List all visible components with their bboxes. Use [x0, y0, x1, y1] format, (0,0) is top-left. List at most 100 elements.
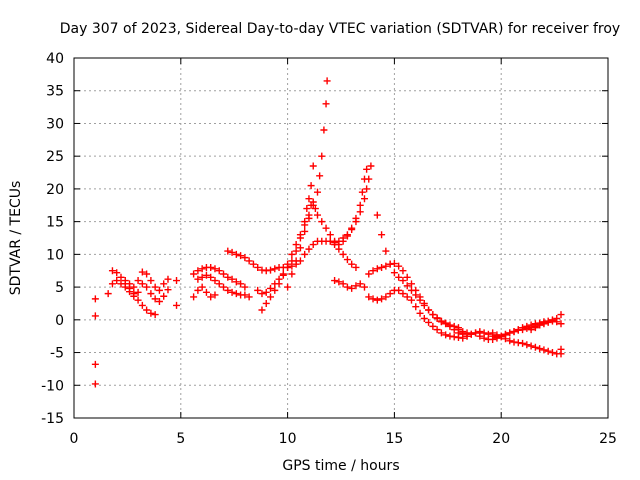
data-point-marker — [228, 248, 236, 256]
data-point-marker — [352, 263, 360, 271]
data-point-marker — [531, 324, 539, 332]
data-point-marker — [241, 283, 249, 291]
data-point-marker — [288, 250, 296, 258]
data-point-marker — [399, 290, 407, 298]
data-point-marker — [271, 265, 279, 273]
data-point-marker — [544, 347, 552, 355]
data-point-marker — [378, 231, 386, 239]
data-point-marker — [365, 270, 373, 278]
data-point-marker — [493, 331, 501, 339]
series-arc-11 — [322, 237, 360, 271]
data-point-marker — [296, 231, 304, 239]
data-point-marker — [271, 286, 279, 294]
data-point-marker — [314, 188, 322, 196]
data-point-marker — [454, 326, 462, 334]
data-point-marker — [301, 227, 309, 235]
data-point-marker — [108, 267, 116, 275]
data-point-marker — [360, 195, 368, 203]
y-tick-label: -15 — [41, 411, 64, 427]
data-point-marker — [91, 295, 99, 303]
data-point-marker — [198, 273, 206, 281]
data-point-marker — [237, 280, 245, 288]
data-point-marker — [279, 271, 287, 279]
data-point-marker — [437, 317, 445, 325]
data-point-marker — [292, 247, 300, 255]
data-point-marker — [527, 326, 535, 334]
data-point-marker — [519, 339, 527, 347]
data-point-marker — [557, 311, 565, 319]
data-point-marker — [117, 273, 125, 281]
x-axis-label: GPS time / hours — [282, 458, 399, 474]
data-point-marker — [378, 263, 386, 271]
data-point-marker — [198, 283, 206, 291]
data-point-marker — [262, 288, 270, 296]
data-point-marker — [237, 252, 245, 260]
data-point-marker — [416, 296, 424, 304]
data-point-marker — [553, 318, 561, 326]
plot-frame — [73, 57, 609, 419]
data-point-marker — [429, 311, 437, 319]
data-point-marker — [143, 306, 151, 314]
data-point-marker — [489, 335, 497, 343]
data-point-marker — [322, 224, 330, 232]
data-point-marker — [318, 152, 326, 160]
data-point-marker — [356, 280, 364, 288]
data-point-marker — [348, 260, 356, 268]
data-point-marker — [412, 303, 420, 311]
data-point-marker — [202, 271, 210, 279]
data-point-marker — [303, 205, 311, 213]
data-point-marker — [459, 328, 467, 336]
data-point-marker — [284, 260, 292, 268]
data-point-marker — [190, 293, 198, 301]
data-point-marker — [420, 315, 428, 323]
x-tick-label: 15 — [385, 431, 403, 447]
data-point-marker — [194, 275, 202, 283]
data-point-marker — [267, 284, 275, 292]
data-point-marker — [356, 201, 364, 209]
data-point-marker — [224, 273, 232, 281]
data-point-marker — [267, 266, 275, 274]
x-tick-label: 25 — [599, 431, 617, 447]
data-point-marker — [323, 77, 331, 85]
data-point-marker — [425, 318, 433, 326]
data-point-marker — [104, 290, 112, 298]
data-point-marker — [207, 293, 215, 301]
data-point-marker — [309, 162, 317, 170]
data-point-marker — [134, 288, 142, 296]
data-point-marker — [232, 278, 240, 286]
data-point-marker — [331, 239, 339, 247]
y-tick-label: 5 — [55, 280, 64, 296]
data-point-marker — [373, 211, 381, 219]
data-point-marker — [220, 270, 228, 278]
data-point-marker — [288, 270, 296, 278]
y-tick-label: 20 — [46, 182, 64, 198]
data-point-marker — [501, 335, 509, 343]
data-point-marker — [198, 265, 206, 273]
data-point-marker — [540, 346, 548, 354]
data-point-marker — [258, 306, 266, 314]
data-point-marker — [301, 250, 309, 258]
data-point-marker — [245, 257, 253, 265]
data-point-marker — [173, 301, 181, 309]
data-point-marker — [416, 309, 424, 317]
data-point-marker — [241, 291, 249, 299]
chart-title: Day 307 of 2023, Sidereal Day-to-day VTE… — [60, 21, 620, 37]
series-arc-6 — [194, 271, 253, 301]
data-point-marker — [275, 280, 283, 288]
series-arc-10 — [284, 77, 331, 291]
data-point-marker — [113, 277, 121, 285]
data-point-marker — [343, 232, 351, 240]
data-point-marker — [305, 195, 313, 203]
data-point-marker — [548, 316, 556, 324]
data-point-marker — [369, 267, 377, 275]
y-tick-label: 35 — [46, 84, 64, 100]
data-point-marker — [386, 260, 394, 268]
x-tick-label: 20 — [492, 431, 510, 447]
y-tick-label: 30 — [46, 116, 64, 132]
data-point-marker — [531, 343, 539, 351]
data-point-marker — [331, 277, 339, 285]
data-point-marker — [373, 296, 381, 304]
data-point-marker — [309, 241, 317, 249]
data-point-marker — [335, 278, 343, 286]
series-arc-5 — [190, 263, 249, 291]
